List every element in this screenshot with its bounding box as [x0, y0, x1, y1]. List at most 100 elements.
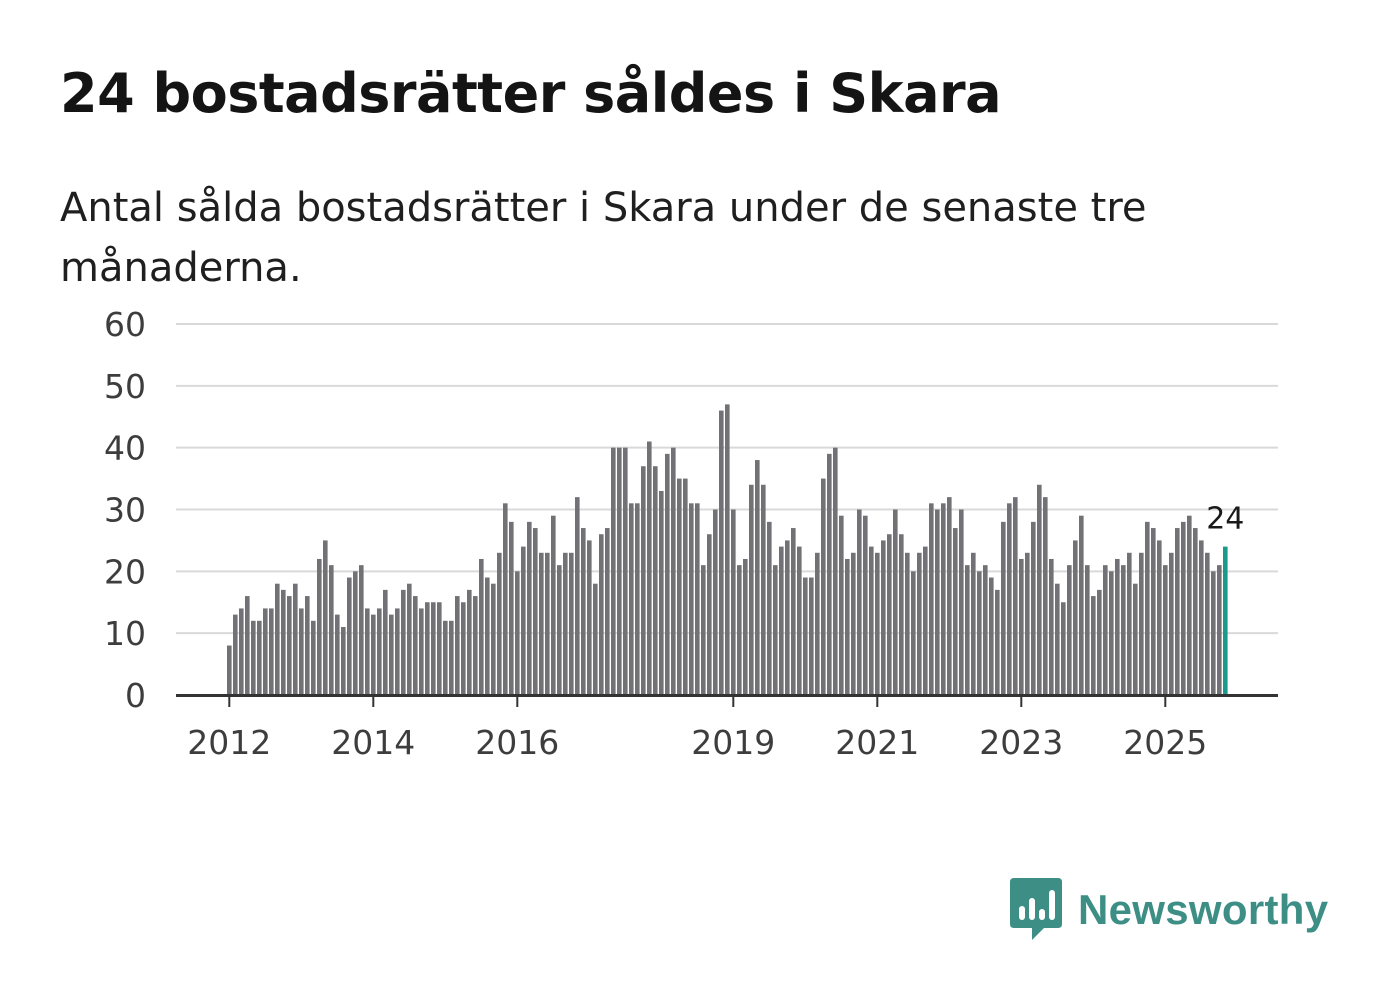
bar — [1211, 571, 1216, 695]
bar — [581, 528, 586, 695]
bar — [239, 608, 244, 695]
bar — [1031, 521, 1036, 695]
bar — [1163, 565, 1168, 695]
bar — [1217, 565, 1222, 695]
bar — [1079, 515, 1084, 695]
bar — [749, 484, 754, 695]
bar — [353, 571, 358, 695]
bar — [437, 602, 442, 695]
bar — [821, 478, 826, 695]
bar — [1133, 583, 1138, 695]
bar — [509, 521, 514, 695]
bar — [695, 503, 700, 695]
bar — [929, 503, 934, 695]
bar — [671, 447, 676, 695]
bar — [599, 534, 604, 695]
bar — [899, 534, 904, 695]
bar — [389, 614, 394, 695]
bar — [245, 596, 250, 695]
bar — [1109, 571, 1114, 695]
bar — [647, 441, 652, 695]
bar — [1199, 540, 1204, 695]
bar — [467, 589, 472, 695]
bar — [359, 565, 364, 695]
bar — [665, 453, 670, 695]
y-tick-label: 20 — [104, 552, 146, 591]
bar — [737, 565, 742, 695]
bar — [779, 546, 784, 695]
bar — [1043, 497, 1048, 695]
bar — [809, 577, 814, 695]
bar — [683, 478, 688, 695]
bar — [341, 626, 346, 695]
bar — [641, 466, 646, 695]
bar — [227, 645, 232, 695]
bar — [833, 447, 838, 695]
bar — [947, 497, 952, 695]
bar — [233, 614, 238, 695]
bar — [1097, 589, 1102, 695]
bar — [797, 546, 802, 695]
highlight-value-label: 24 — [1206, 502, 1244, 537]
bar — [803, 577, 808, 695]
bar — [917, 552, 922, 695]
bar — [617, 447, 622, 695]
bar — [869, 546, 874, 695]
brand-name: Newsworthy — [1078, 886, 1329, 933]
bar — [767, 521, 772, 695]
bar — [251, 620, 256, 695]
bar — [785, 540, 790, 695]
chart-subtitle: Antal sålda bostadsrätter i Skara under … — [60, 185, 1147, 291]
bar — [575, 497, 580, 695]
bar — [611, 447, 616, 695]
bar — [521, 546, 526, 695]
bar — [287, 596, 292, 695]
bar — [1181, 521, 1186, 695]
x-tick-label: 2012 — [187, 723, 271, 762]
bar — [815, 552, 820, 695]
bar — [1085, 565, 1090, 695]
bar — [503, 503, 508, 695]
bar — [419, 608, 424, 695]
bar — [983, 565, 988, 695]
x-axis-ticks: 2012 2014 2016 2019 2021 2023 2025 — [187, 696, 1207, 762]
bar — [335, 614, 340, 695]
bar — [989, 577, 994, 695]
bar — [1091, 596, 1096, 695]
bar — [935, 509, 940, 695]
bar — [635, 503, 640, 695]
y-tick-label: 0 — [125, 676, 146, 715]
x-tick-label: 2014 — [331, 723, 415, 762]
bar — [1145, 521, 1150, 695]
bar — [1121, 565, 1126, 695]
bar — [1151, 528, 1156, 695]
bar — [533, 528, 538, 695]
bar — [893, 509, 898, 695]
bar — [1103, 565, 1108, 695]
bar — [1115, 558, 1120, 695]
bar — [383, 589, 388, 695]
bar — [851, 552, 856, 695]
newsworthy-logo[interactable]: Newsworthy — [1010, 878, 1328, 942]
bar — [1193, 528, 1198, 695]
bar — [275, 583, 280, 695]
bar — [1019, 558, 1024, 695]
bar — [659, 490, 664, 695]
bar — [515, 571, 520, 695]
bar — [1055, 583, 1060, 695]
bar — [293, 583, 298, 695]
bar — [257, 620, 262, 695]
bar — [845, 558, 850, 695]
bar-highlight — [1223, 546, 1228, 695]
bar — [395, 608, 400, 695]
bar — [653, 466, 658, 695]
bar — [461, 602, 466, 695]
bar — [941, 503, 946, 695]
bar — [587, 540, 592, 695]
bar — [1127, 552, 1132, 695]
bar — [629, 503, 634, 695]
bar — [1037, 484, 1042, 695]
bar — [707, 534, 712, 695]
bar — [449, 620, 454, 695]
bar — [413, 596, 418, 695]
